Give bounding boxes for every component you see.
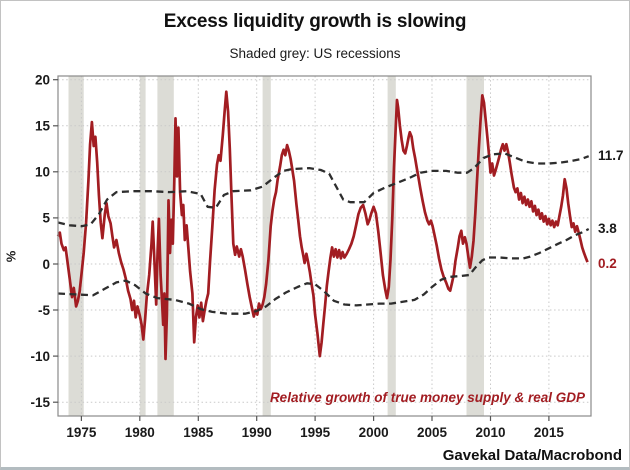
y-tick-label: 0 — [42, 257, 50, 272]
x-tick-label: 1975 — [66, 425, 97, 440]
y-tick-label: -10 — [30, 349, 50, 364]
source-credit: Gavekal Data/Macrobond — [442, 447, 622, 464]
y-tick-label: 15 — [35, 119, 51, 134]
chart-title: Excess liquidity growth is slowing — [163, 11, 467, 32]
x-tick-label: 1980 — [125, 425, 155, 440]
y-tick-label: 10 — [35, 165, 50, 180]
end-label-series: 0.2 — [598, 256, 617, 271]
plot-border — [57, 75, 592, 417]
end-label-upper-band: 11.7 — [598, 148, 624, 163]
series-line-band — [57, 152, 590, 228]
y-tick-label: 20 — [35, 73, 50, 88]
x-tick-label: 2010 — [475, 425, 505, 440]
recession-band — [157, 76, 174, 416]
x-tick-label: 1990 — [242, 425, 272, 440]
y-tick-label: 5 — [42, 211, 50, 226]
chart-subtitle: Shaded grey: US recessions — [229, 46, 401, 61]
x-tick-label: 2000 — [359, 425, 389, 440]
series-annotation: Relative growth of true money supply & r… — [269, 390, 585, 405]
x-tick-label: 2015 — [534, 425, 565, 440]
recession-band — [139, 76, 146, 416]
series-line-band — [57, 227, 590, 315]
x-tick-label: 1985 — [183, 425, 214, 440]
recession-band — [262, 76, 271, 416]
x-tick-label: 1995 — [300, 425, 331, 440]
y-axis-label: % — [3, 250, 19, 263]
series-line-red — [56, 90, 589, 361]
y-tick-label: -5 — [38, 303, 50, 318]
y-tick-label: -15 — [30, 395, 50, 410]
recession-band — [68, 76, 84, 416]
end-label-lower-band: 3.8 — [598, 221, 617, 236]
x-tick-label: 2005 — [417, 425, 448, 440]
